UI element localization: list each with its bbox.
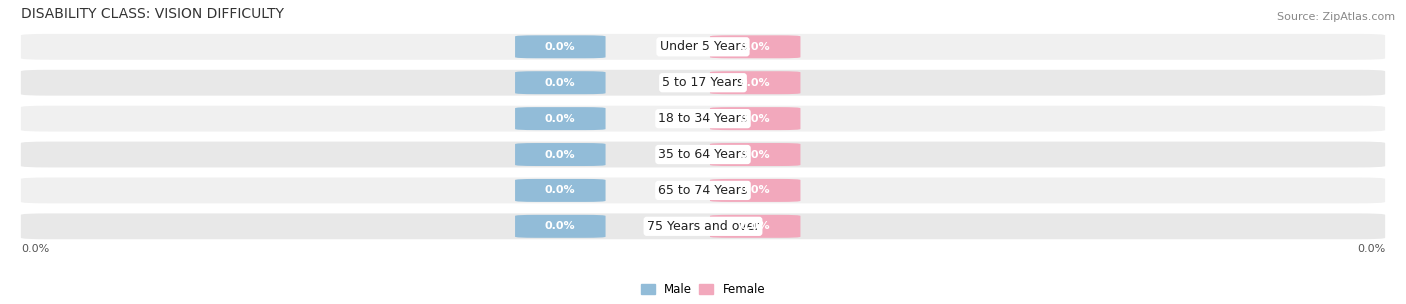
- Legend: Male, Female: Male, Female: [641, 283, 765, 296]
- Text: 5 to 17 Years: 5 to 17 Years: [662, 76, 744, 89]
- FancyBboxPatch shape: [515, 71, 606, 94]
- Text: Source: ZipAtlas.com: Source: ZipAtlas.com: [1277, 12, 1395, 22]
- Text: 0.0%: 0.0%: [740, 114, 770, 124]
- Text: 0.0%: 0.0%: [21, 244, 49, 254]
- FancyBboxPatch shape: [21, 34, 1385, 60]
- Text: 0.0%: 0.0%: [740, 78, 770, 88]
- Text: DISABILITY CLASS: VISION DIFFICULTY: DISABILITY CLASS: VISION DIFFICULTY: [21, 7, 284, 21]
- FancyBboxPatch shape: [515, 215, 606, 238]
- FancyBboxPatch shape: [710, 71, 800, 94]
- FancyBboxPatch shape: [21, 213, 1385, 239]
- Text: 35 to 64 Years: 35 to 64 Years: [658, 148, 748, 161]
- FancyBboxPatch shape: [710, 179, 800, 202]
- Text: 0.0%: 0.0%: [546, 78, 575, 88]
- Text: 0.0%: 0.0%: [740, 185, 770, 195]
- Text: 0.0%: 0.0%: [546, 185, 575, 195]
- Text: 0.0%: 0.0%: [740, 150, 770, 160]
- Text: 65 to 74 Years: 65 to 74 Years: [658, 184, 748, 197]
- Text: Under 5 Years: Under 5 Years: [659, 40, 747, 53]
- FancyBboxPatch shape: [515, 179, 606, 202]
- FancyBboxPatch shape: [515, 107, 606, 130]
- FancyBboxPatch shape: [710, 215, 800, 238]
- Text: 0.0%: 0.0%: [546, 150, 575, 160]
- Text: 0.0%: 0.0%: [546, 221, 575, 231]
- FancyBboxPatch shape: [21, 106, 1385, 132]
- FancyBboxPatch shape: [21, 70, 1385, 96]
- Text: 0.0%: 0.0%: [1357, 244, 1385, 254]
- FancyBboxPatch shape: [21, 178, 1385, 203]
- Text: 18 to 34 Years: 18 to 34 Years: [658, 112, 748, 125]
- Text: 0.0%: 0.0%: [546, 42, 575, 52]
- Text: 0.0%: 0.0%: [546, 114, 575, 124]
- Text: 75 Years and over: 75 Years and over: [647, 220, 759, 233]
- FancyBboxPatch shape: [515, 35, 606, 58]
- FancyBboxPatch shape: [515, 143, 606, 166]
- FancyBboxPatch shape: [710, 107, 800, 130]
- Text: 0.0%: 0.0%: [740, 42, 770, 52]
- FancyBboxPatch shape: [710, 35, 800, 58]
- FancyBboxPatch shape: [710, 143, 800, 166]
- FancyBboxPatch shape: [21, 142, 1385, 168]
- Text: 0.0%: 0.0%: [740, 221, 770, 231]
